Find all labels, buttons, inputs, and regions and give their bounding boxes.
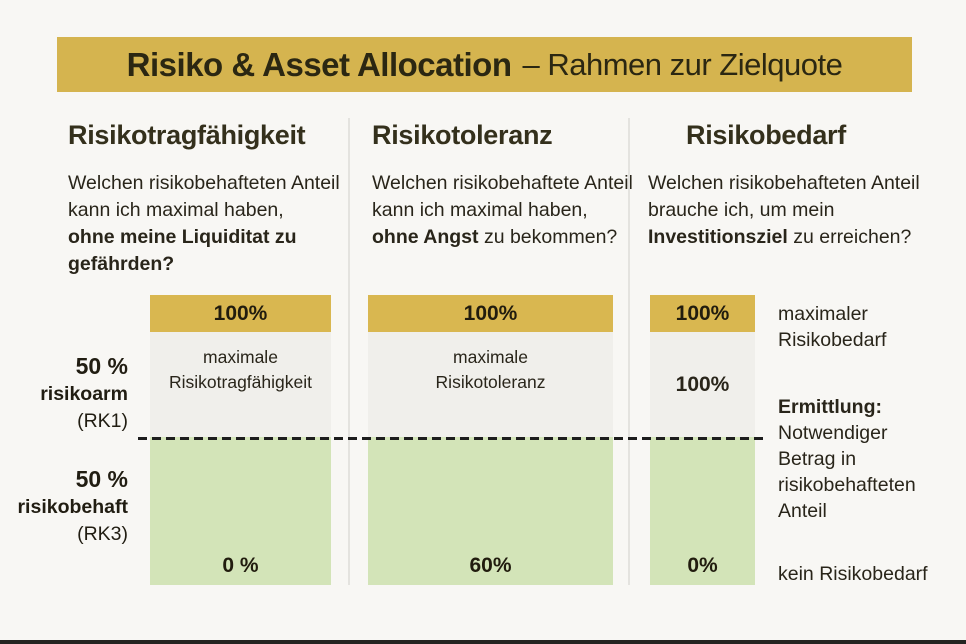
bar-middle-band: maximale Risikotoleranz	[368, 332, 613, 437]
axis-risk-class: (RK1)	[77, 410, 128, 432]
bar-bottom-label: 60%	[469, 554, 512, 577]
bar-bottom-label: 0%	[687, 554, 718, 577]
question-line-bold: Investitionsziel	[648, 226, 788, 248]
bottom-border-bar	[0, 640, 966, 644]
annotation-line: kein Risikobedarf	[778, 563, 928, 585]
bar-middle-label: maximale	[203, 347, 278, 367]
bar-middle-band: maximale Risikotragfähigkeit	[150, 332, 331, 437]
question-line-bold: ohne Angst	[372, 226, 479, 248]
question-line-bold: gefährden?	[68, 253, 175, 275]
question-line: Welchen risikobehafteten Anteil	[648, 172, 920, 194]
bar-top-label: 100%	[463, 301, 518, 325]
question-line-rest: zu erreichen?	[787, 226, 912, 248]
bar-risikotoleranz: 100% maximale Risikotoleranz 60%	[368, 295, 613, 585]
annotation-line: maximaler	[778, 303, 868, 325]
column-heading-risikobedarf: Risikobedarf	[686, 120, 846, 150]
question-line: Welchen risikobehaftete Anteil	[372, 172, 633, 194]
annotation-line: risikobehafteten	[778, 474, 916, 496]
annotation-heading: Ermittlung:	[778, 396, 882, 418]
axis-label-risikoarm: 50 % risikoarm (RK1)	[6, 351, 128, 435]
axis-label: risikobehaft	[17, 496, 128, 518]
question-line: brauche ich, um mein	[648, 199, 835, 221]
annotation-maximaler-risikobedarf: maximaler Risikobedarf	[778, 301, 966, 353]
bar-middle-label: Risikotragfähigkeit	[169, 372, 312, 392]
question-line: Welchen risikobehafteten Anteil	[68, 172, 340, 194]
annotation-line: Risikobedarf	[778, 329, 887, 351]
column-heading-risikotoleranz: Risikotoleranz	[372, 120, 553, 150]
axis-percent: 50 %	[75, 466, 128, 492]
column-divider	[628, 118, 630, 585]
annotation-line: Notwendiger	[778, 422, 888, 444]
question-risikotoleranz: Welchen risikobehaftete Anteil kann ich …	[372, 170, 633, 251]
axis-risk-class: (RK3)	[77, 523, 128, 545]
question-line: Investitionsziel zu erreichen?	[648, 224, 920, 251]
column-divider	[348, 118, 350, 585]
annotation-ermittlung: Ermittlung: Notwendiger Betrag in risiko…	[778, 394, 966, 524]
bar-risikobedarf: 100% 100% 0%	[650, 295, 755, 585]
annotation-line: Anteil	[778, 500, 827, 522]
question-line: kann ich maximal haben,	[68, 199, 284, 221]
bar-bottom-band: 60%	[368, 437, 613, 585]
axis-label: risikoarm	[40, 383, 128, 405]
column-heading-risikotragfaehigkeit: Risikotragfähigkeit	[68, 120, 306, 150]
bar-middle-label: Risikotoleranz	[435, 372, 546, 392]
axis-percent: 50 %	[75, 353, 128, 379]
bar-top-label: 100%	[675, 301, 730, 325]
bar-top-band: 100%	[368, 295, 613, 332]
bar-bottom-band: 0%	[650, 437, 755, 585]
annotation-line: Betrag in	[778, 448, 857, 470]
bar-top-band: 100%	[650, 295, 755, 332]
question-risikobedarf: Welchen risikobehafteten Anteil brauche …	[648, 170, 920, 251]
fifty-percent-threshold-line	[138, 437, 763, 440]
question-line-rest: zu bekommen?	[478, 226, 618, 248]
axis-label-risikobehaft: 50 % risikobehaft (RK3)	[6, 464, 128, 548]
question-line-bold: ohne meine Liquiditat zu	[68, 226, 297, 248]
bar-middle-value: 100%	[675, 373, 730, 396]
question-line: ohne Angst zu bekommen?	[372, 224, 633, 251]
title-main: Risiko & Asset Allocation	[126, 45, 512, 83]
title-banner: Risiko & Asset Allocation – Rahmen zur Z…	[57, 37, 912, 92]
bar-top-label: 100%	[213, 301, 268, 325]
bar-bottom-label: 0 %	[222, 554, 259, 577]
question-risikotragfaehigkeit: Welchen risikobehafteten Anteil kann ich…	[68, 170, 340, 278]
bar-middle-label: maximale	[453, 347, 528, 367]
bar-risikotragfaehigkeit: 100% maximale Risikotragfähigkeit 0 %	[150, 295, 331, 585]
bar-top-band: 100%	[150, 295, 331, 332]
title-subtitle: – Rahmen zur Zielquote	[522, 46, 843, 82]
bar-middle-band: 100%	[650, 332, 755, 437]
annotation-kein-risikobedarf: kein Risikobedarf	[778, 561, 966, 587]
question-line: kann ich maximal haben,	[372, 199, 588, 221]
bar-bottom-band: 0 %	[150, 437, 331, 585]
